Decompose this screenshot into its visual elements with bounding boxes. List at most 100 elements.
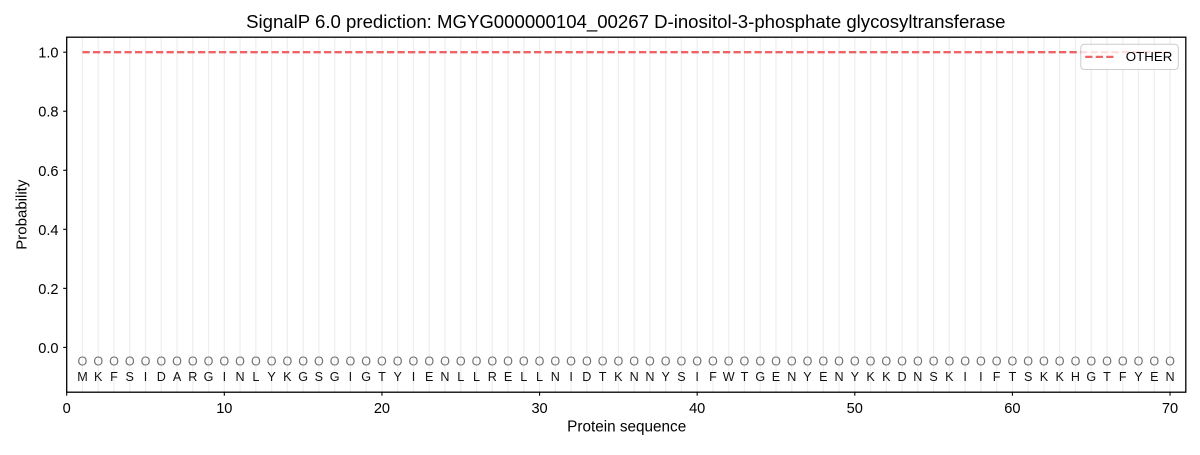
svg-text:O: O [440,354,450,368]
svg-text:O: O [251,354,261,368]
svg-text:N: N [787,370,796,384]
svg-text:W: W [723,370,735,384]
svg-text:S: S [929,370,937,384]
svg-text:N: N [236,370,245,384]
svg-text:O: O [78,354,88,368]
svg-text:Y: Y [393,370,402,384]
svg-text:O: O [550,354,560,368]
svg-text:O: O [456,354,466,368]
svg-text:O: O [1165,354,1175,368]
svg-text:O: O [692,354,702,368]
svg-text:K: K [1055,370,1064,384]
svg-text:O: O [755,354,765,368]
svg-text:O: O [1039,354,1049,368]
svg-text:E: E [819,370,827,384]
svg-text:O: O [93,354,103,368]
svg-text:G: G [755,370,765,384]
svg-text:50: 50 [847,401,863,417]
svg-text:D: D [582,370,591,384]
svg-text:O: O [1134,354,1144,368]
svg-text:O: O [724,354,734,368]
svg-text:SignalP 6.0 prediction: MGYG00: SignalP 6.0 prediction: MGYG000000104_00… [246,11,1005,33]
svg-text:E: E [504,370,512,384]
svg-text:O: O [377,354,387,368]
svg-text:O: O [960,354,970,368]
svg-text:O: O [613,354,623,368]
svg-text:20: 20 [374,401,390,417]
svg-text:I: I [979,370,983,384]
svg-text:O: O [1118,354,1128,368]
svg-text:Y: Y [803,370,812,384]
svg-text:60: 60 [1004,401,1020,417]
svg-text:O: O [850,354,860,368]
svg-text:O: O [267,354,277,368]
svg-text:G: G [1086,370,1096,384]
svg-text:A: A [173,370,182,384]
svg-text:Y: Y [267,370,276,384]
svg-text:Y: Y [851,370,860,384]
svg-text:F: F [709,370,717,384]
svg-text:F: F [110,370,118,384]
svg-text:0.8: 0.8 [38,105,58,121]
svg-text:10: 10 [216,401,232,417]
svg-text:O: O [740,354,750,368]
svg-text:E: E [425,370,433,384]
svg-text:H: H [1071,370,1080,384]
svg-text:S: S [315,370,323,384]
svg-text:O: O [992,354,1002,368]
svg-text:O: O [346,354,356,368]
svg-text:R: R [188,370,197,384]
svg-text:L: L [520,370,527,384]
svg-text:S: S [126,370,134,384]
svg-text:O: O [881,354,891,368]
svg-text:T: T [741,370,749,384]
svg-text:T: T [599,370,607,384]
svg-text:I: I [349,370,353,384]
svg-text:O: O [1023,354,1033,368]
svg-text:O: O [629,354,639,368]
svg-text:I: I [569,370,573,384]
svg-text:L: L [252,370,259,384]
svg-text:O: O [1086,354,1096,368]
svg-text:G: G [361,370,371,384]
svg-text:O: O [913,354,923,368]
svg-text:70: 70 [1162,401,1178,417]
svg-text:N: N [834,370,843,384]
svg-text:D: D [157,370,166,384]
svg-text:F: F [1119,370,1127,384]
svg-text:I: I [963,370,967,384]
svg-text:O: O [645,354,655,368]
svg-text:R: R [488,370,497,384]
svg-text:K: K [283,370,292,384]
svg-text:O: O [472,354,482,368]
svg-text:I: I [144,370,148,384]
svg-text:I: I [412,370,416,384]
svg-text:Probability: Probability [14,179,31,250]
svg-text:N: N [645,370,654,384]
svg-text:O: O [1149,354,1159,368]
svg-text:O: O [1102,354,1112,368]
svg-text:O: O [803,354,813,368]
svg-text:O: O [204,354,214,368]
svg-text:0.6: 0.6 [38,164,58,180]
svg-text:O: O [172,354,182,368]
svg-text:O: O [897,354,907,368]
svg-text:O: O [314,354,324,368]
svg-text:Protein sequence: Protein sequence [567,419,686,436]
svg-text:O: O [566,354,576,368]
svg-text:O: O [1008,354,1018,368]
svg-text:O: O [929,354,939,368]
svg-text:T: T [1103,370,1111,384]
svg-text:0.2: 0.2 [38,282,58,298]
svg-text:O: O [235,354,245,368]
svg-text:K: K [94,370,103,384]
svg-text:S: S [677,370,685,384]
svg-text:D: D [898,370,907,384]
svg-text:K: K [882,370,891,384]
svg-text:O: O [125,354,135,368]
svg-text:O: O [944,354,954,368]
svg-text:M: M [77,370,88,384]
svg-text:O: O [535,354,545,368]
svg-text:F: F [993,370,1001,384]
svg-text:G: G [298,370,308,384]
